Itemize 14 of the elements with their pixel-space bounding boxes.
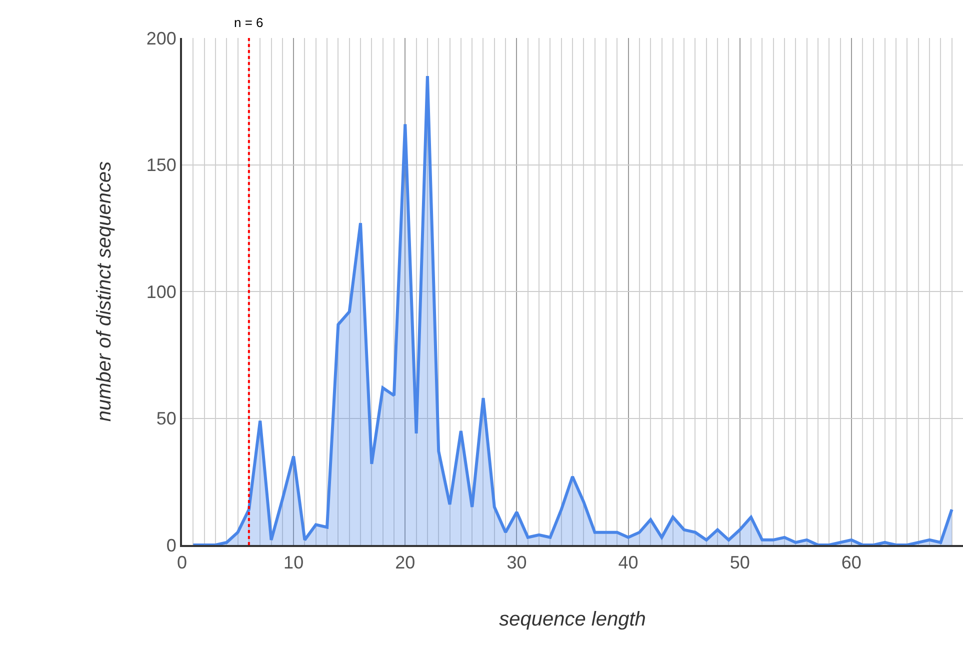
x-tick-label: 30: [506, 552, 527, 573]
x-axis-title: sequence length: [499, 608, 646, 631]
ref-line-label: n = 6: [234, 15, 264, 30]
y-tick-label: 50: [156, 408, 176, 429]
x-tick-label: 40: [618, 552, 638, 573]
y-tick-label: 200: [146, 28, 176, 48]
y-tick-label: 100: [146, 282, 176, 302]
x-tick-label: 10: [284, 552, 304, 573]
x-tick-label: 60: [841, 552, 862, 573]
x-tick-label: 20: [395, 552, 416, 573]
x-tick-label: 50: [730, 552, 750, 573]
y-tick-label: 150: [146, 155, 176, 176]
y-tick-label: 0: [166, 535, 176, 556]
y-axis-title: number of distinct sequences: [93, 161, 116, 422]
